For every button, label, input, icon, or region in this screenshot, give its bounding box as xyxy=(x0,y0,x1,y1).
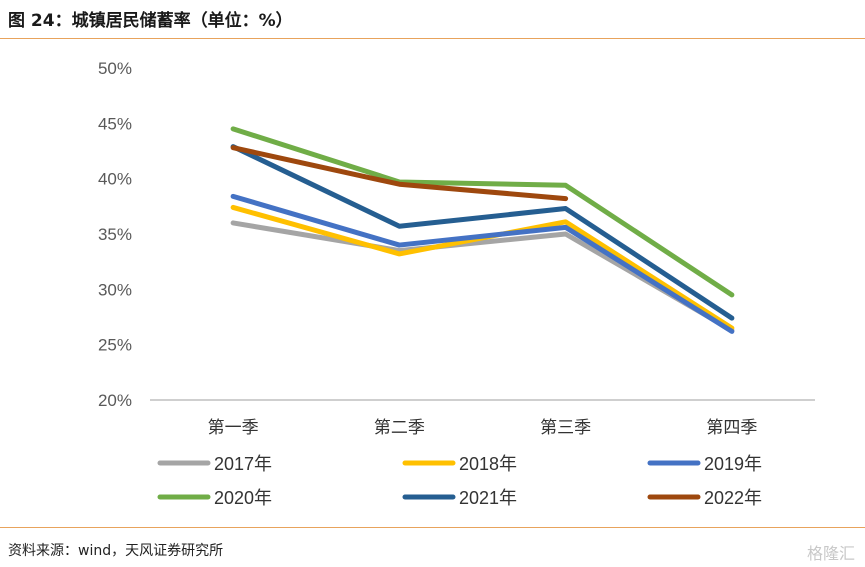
y-tick-label: 25% xyxy=(98,336,132,355)
chart-title: 图 24：城镇居民储蓄率（单位：%） xyxy=(8,11,293,31)
x-category-label: 第一季 xyxy=(208,418,259,438)
source-note: 资料来源：wind，天风证券研究所 xyxy=(8,543,224,559)
legend-label: 2018年 xyxy=(459,454,517,474)
y-tick-label: 45% xyxy=(98,114,132,133)
x-category-label: 第四季 xyxy=(706,418,757,438)
y-tick-label: 40% xyxy=(98,170,132,189)
x-category-label: 第三季 xyxy=(540,418,591,438)
top-divider xyxy=(0,38,865,39)
y-tick-label: 50% xyxy=(98,59,132,78)
line-chart: 20% 25% 30% 35% 40% 45% 50% 第一季 第二季 第三季 第四季 2017年… xyxy=(98,59,815,508)
series-line xyxy=(230,193,735,334)
series-lines xyxy=(230,126,735,334)
series-line xyxy=(230,145,569,202)
bottom-divider xyxy=(0,527,865,528)
legend: 2017年 2018年 2019年 2020年 2021年 2022年 xyxy=(157,454,762,508)
series-line xyxy=(230,126,735,298)
x-axis-categories: 第一季 第二季 第三季 第四季 xyxy=(208,418,758,438)
y-axis-ticks: 20% 25% 30% 35% 40% 45% 50% xyxy=(98,59,132,410)
legend-label: 2019年 xyxy=(704,454,762,474)
y-tick-label: 35% xyxy=(98,225,132,244)
x-category-label: 第二季 xyxy=(374,418,425,438)
series-line xyxy=(230,144,735,321)
watermark-logo: 格隆汇 xyxy=(806,544,855,563)
y-tick-label: 20% xyxy=(98,391,132,410)
legend-label: 2017年 xyxy=(214,454,272,474)
legend-label: 2020年 xyxy=(214,488,272,508)
legend-label: 2021年 xyxy=(459,488,517,508)
y-tick-label: 30% xyxy=(98,280,132,299)
legend-label: 2022年 xyxy=(704,488,762,508)
